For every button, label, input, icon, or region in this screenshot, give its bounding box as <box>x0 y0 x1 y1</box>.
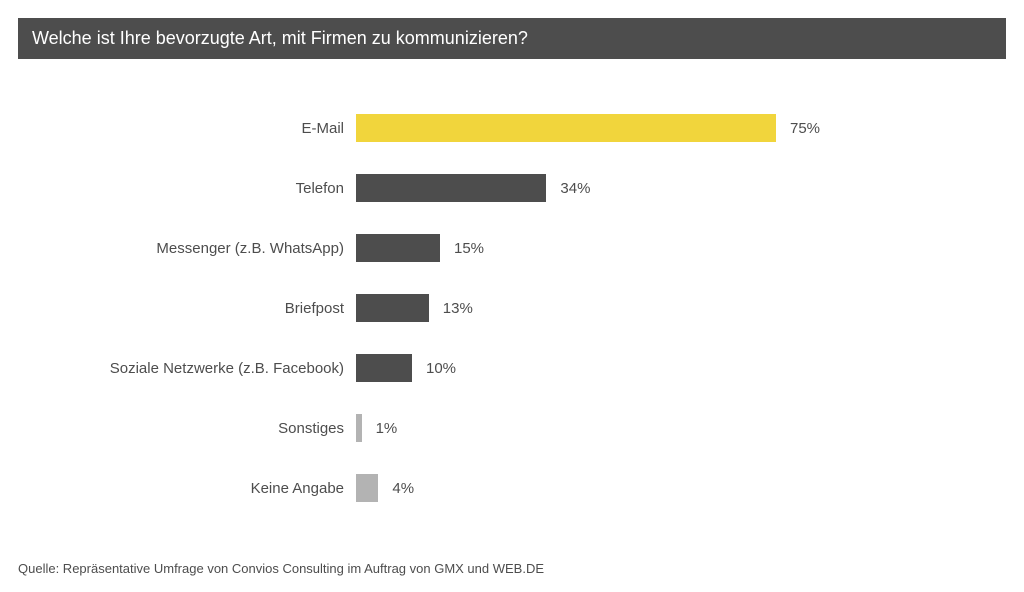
bar-track: 75% <box>356 114 916 142</box>
bar-track: 34% <box>356 174 916 202</box>
bar-track: 13% <box>356 294 916 322</box>
bar-label: Keine Angabe <box>0 480 356 497</box>
bar-track: 1% <box>356 414 916 442</box>
bar-value-label: 13% <box>443 300 473 317</box>
bar-row: Briefpost 13% <box>0 278 1024 338</box>
bar-value-label: 4% <box>392 480 414 497</box>
bar <box>356 294 429 322</box>
bar-label: Messenger (z.B. WhatsApp) <box>0 240 356 257</box>
bar-track: 4% <box>356 474 916 502</box>
bar-label: Telefon <box>0 180 356 197</box>
bar-track: 15% <box>356 234 916 262</box>
chart-area: E-Mail 75% Telefon 34% Messenger (z.B. W… <box>0 98 1024 518</box>
bar-label: Sonstiges <box>0 420 356 437</box>
bar <box>356 174 546 202</box>
bar-row: E-Mail 75% <box>0 98 1024 158</box>
bar <box>356 234 440 262</box>
bar-track: 10% <box>356 354 916 382</box>
chart-title-bar: Welche ist Ihre bevorzugte Art, mit Firm… <box>18 18 1006 59</box>
bar-value-label: 15% <box>454 240 484 257</box>
bar <box>356 414 362 442</box>
bar-label: E-Mail <box>0 120 356 137</box>
chart-title: Welche ist Ihre bevorzugte Art, mit Firm… <box>32 28 992 49</box>
bar-label: Briefpost <box>0 300 356 317</box>
bar <box>356 474 378 502</box>
bar-row: Sonstiges 1% <box>0 398 1024 458</box>
bar-value-label: 1% <box>376 420 398 437</box>
bar-row: Messenger (z.B. WhatsApp) 15% <box>0 218 1024 278</box>
bar <box>356 354 412 382</box>
bar-value-label: 75% <box>790 120 820 137</box>
bar-row: Telefon 34% <box>0 158 1024 218</box>
bar <box>356 114 776 142</box>
bar-label: Soziale Netzwerke (z.B. Facebook) <box>0 360 356 377</box>
bar-value-label: 10% <box>426 360 456 377</box>
bar-row: Soziale Netzwerke (z.B. Facebook) 10% <box>0 338 1024 398</box>
bar-value-label: 34% <box>560 180 590 197</box>
bar-row: Keine Angabe 4% <box>0 458 1024 518</box>
